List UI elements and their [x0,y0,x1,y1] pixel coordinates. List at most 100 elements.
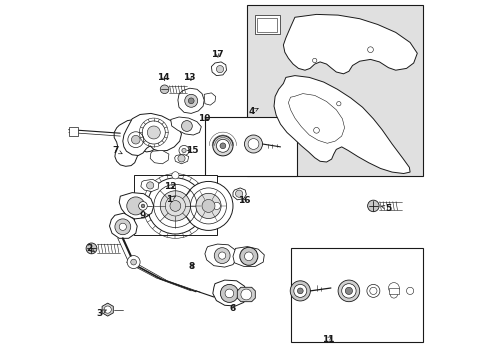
Circle shape [235,190,242,197]
Polygon shape [102,303,113,316]
Polygon shape [273,76,409,174]
Circle shape [369,287,376,294]
Circle shape [218,252,225,259]
Circle shape [297,288,303,294]
Circle shape [131,135,140,144]
Text: 10: 10 [198,113,210,122]
Polygon shape [156,119,168,128]
Polygon shape [109,213,137,238]
Text: 17: 17 [211,50,224,59]
Circle shape [313,127,319,133]
Circle shape [289,281,310,301]
Circle shape [244,252,253,261]
Circle shape [389,291,397,298]
Text: 7: 7 [112,146,122,155]
Polygon shape [114,119,161,166]
Polygon shape [174,154,188,164]
Circle shape [239,247,257,265]
Circle shape [202,199,215,212]
Circle shape [127,256,140,269]
Circle shape [220,284,238,302]
Text: 9: 9 [140,211,149,220]
Circle shape [224,289,233,298]
Circle shape [130,259,136,265]
Polygon shape [122,113,181,156]
Circle shape [341,284,355,298]
Text: 15: 15 [185,146,198,155]
Text: 5: 5 [381,203,391,212]
Circle shape [247,139,258,149]
Polygon shape [257,18,276,32]
Circle shape [127,132,143,148]
Circle shape [188,98,194,104]
Circle shape [184,94,197,107]
Circle shape [170,201,181,211]
Circle shape [115,219,130,235]
Circle shape [147,178,203,234]
Circle shape [130,202,137,210]
Circle shape [86,243,97,254]
Circle shape [126,197,144,215]
Polygon shape [232,188,246,200]
Text: 2: 2 [86,244,95,253]
Polygon shape [212,280,247,306]
Circle shape [182,148,186,153]
Circle shape [141,204,144,208]
Circle shape [179,145,189,156]
Polygon shape [119,193,153,219]
Polygon shape [134,175,216,235]
Circle shape [139,202,147,210]
Circle shape [181,121,192,131]
Polygon shape [178,88,204,113]
Circle shape [244,135,262,153]
Circle shape [183,181,232,230]
Bar [247,5,422,176]
Text: 13: 13 [183,73,196,82]
Circle shape [220,143,225,149]
Polygon shape [387,288,399,294]
Polygon shape [283,14,416,74]
Text: 8: 8 [188,262,194,271]
Text: 11: 11 [321,335,334,343]
Bar [204,117,296,176]
Polygon shape [157,141,169,150]
Circle shape [312,58,316,63]
Polygon shape [211,62,226,76]
Circle shape [196,193,221,219]
Circle shape [216,139,229,152]
Text: 1: 1 [165,195,175,204]
Circle shape [367,200,378,212]
Circle shape [160,191,190,221]
Circle shape [336,102,340,106]
Circle shape [213,202,220,210]
Circle shape [146,182,153,189]
Polygon shape [170,117,201,135]
Circle shape [214,248,230,264]
Circle shape [160,85,168,94]
Circle shape [387,283,399,293]
Text: 12: 12 [164,182,177,191]
Bar [291,248,422,342]
Polygon shape [254,15,279,34]
Circle shape [337,280,359,302]
Polygon shape [141,179,159,192]
Circle shape [366,284,379,297]
Text: 16: 16 [238,197,250,205]
Circle shape [104,306,111,313]
Polygon shape [69,127,78,136]
Circle shape [178,155,185,162]
Text: 14: 14 [157,73,169,82]
Text: 4: 4 [248,107,258,116]
Circle shape [367,47,373,53]
Circle shape [119,223,126,230]
Circle shape [212,136,232,156]
Polygon shape [204,244,237,267]
Circle shape [147,126,160,139]
Text: 3: 3 [97,309,106,318]
Circle shape [171,172,179,179]
Circle shape [241,289,251,300]
Circle shape [293,284,306,297]
Circle shape [345,287,352,294]
Polygon shape [237,287,255,302]
Text: 6: 6 [229,304,236,313]
